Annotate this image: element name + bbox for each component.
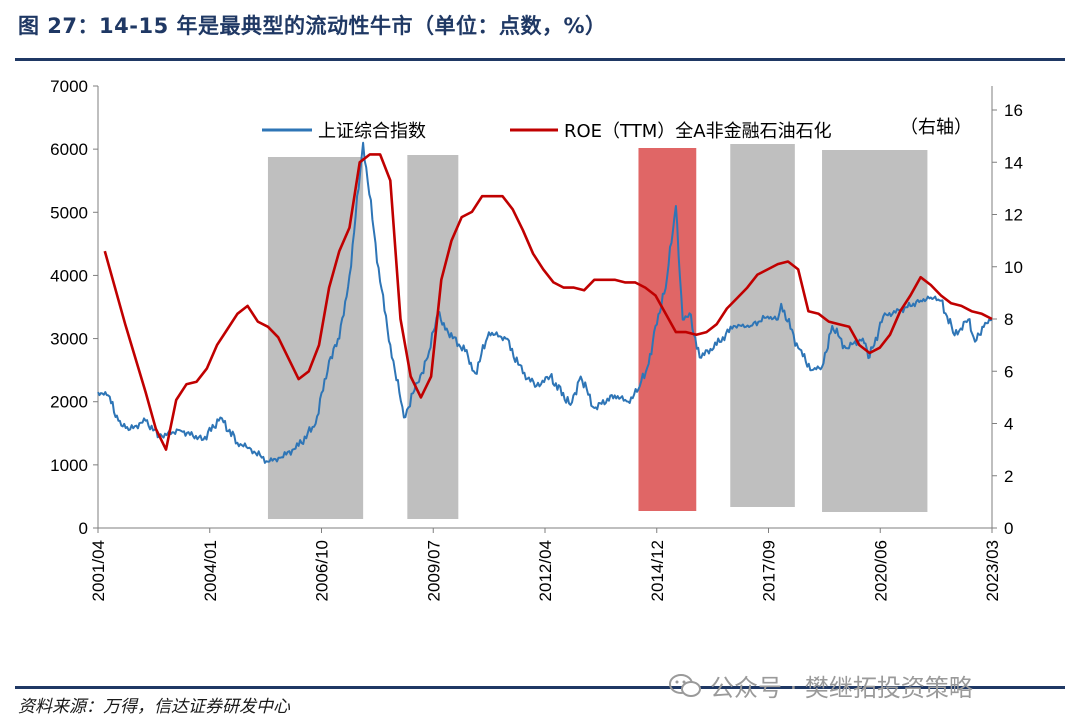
right-tick-label: 14: [1004, 153, 1023, 172]
wechat-icon: [669, 673, 701, 697]
x-tick-label: 2004/01: [201, 540, 220, 601]
left-tick-label: 4000: [50, 266, 88, 285]
right-tick-label: 6: [1004, 362, 1013, 381]
index-series-line: [97, 141, 993, 464]
roe-series-line: [103, 153, 993, 451]
x-tick-label: 2012/04: [536, 540, 555, 601]
x-tick-label: 2023/03: [983, 540, 1002, 601]
shaded-period-1: [267, 157, 364, 519]
bottom-divider: [15, 686, 1065, 689]
watermark-text: 公众号 · 樊继拓投资策略: [710, 674, 973, 702]
shaded-period-3: [638, 148, 697, 511]
series-lines: [97, 141, 993, 464]
right-tick-label: 2: [1004, 467, 1013, 486]
x-tick-label: 2001/04: [89, 540, 108, 601]
right-tick-label: 8: [1004, 310, 1013, 329]
left-tick-label: 7000: [50, 77, 88, 96]
chart-title: 图 27：14-15 年是最典型的流动性牛市（单位：点数，%）: [18, 14, 607, 38]
left-tick-label: 5000: [50, 203, 88, 222]
legend: 上证综合指数 ROE（TTM）全A非金融石油石化 （右轴）: [262, 117, 972, 142]
shaded-periods: [267, 144, 928, 519]
watermark: 公众号 · 樊继拓投资策略: [668, 668, 973, 703]
right-tick-label: 4: [1004, 415, 1013, 434]
left-tick-label: 2000: [50, 393, 88, 412]
right-tick-label: 12: [1004, 206, 1023, 225]
axis-ticks: 0 1000 2000 3000 4000 5000 6000 7000 0 2 4 6 8 10 12 14…: [50, 77, 1023, 601]
legend-label-index: 上证综合指数: [318, 121, 426, 142]
left-tick-label: 0: [79, 519, 88, 538]
shaded-period-5: [822, 150, 928, 512]
right-tick-label: 16: [1004, 101, 1023, 120]
left-tick-label: 6000: [50, 140, 88, 159]
chart-canvas: 0 1000 2000 3000 4000 5000 6000 7000 0 2 4 6 8 10 12 14…: [50, 77, 1023, 601]
x-tick-label: 2006/10: [313, 540, 332, 601]
right-axis-note: （右轴）: [900, 117, 972, 138]
right-tick-label: 10: [1004, 258, 1023, 277]
source-note: 资料来源：万得，信达证券研发中心: [18, 697, 290, 717]
left-tick-label: 1000: [50, 456, 88, 475]
legend-label-roe: ROE（TTM）全A非金融石油石化: [564, 121, 832, 142]
x-tick-label: 2014/12: [648, 540, 667, 601]
x-tick-label: 2020/06: [871, 540, 890, 601]
x-tick-label: 2017/09: [760, 540, 779, 601]
left-tick-label: 3000: [50, 330, 88, 349]
right-tick-label: 0: [1004, 519, 1013, 538]
x-tick-label: 2009/07: [424, 540, 443, 601]
top-divider: [15, 58, 1065, 61]
